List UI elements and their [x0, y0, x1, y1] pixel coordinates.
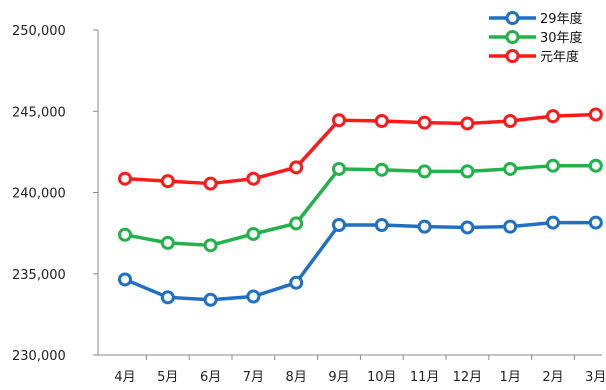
x-tick-label: 11月 — [410, 370, 440, 385]
data-point — [546, 215, 560, 230]
data-point — [417, 164, 432, 179]
data-point — [588, 158, 603, 173]
data-point — [417, 219, 432, 234]
data-point — [460, 220, 475, 235]
data-point — [289, 216, 304, 231]
legend-label: 30年度 — [540, 30, 583, 46]
data-point — [332, 218, 346, 232]
x-tick-label: 8月 — [286, 370, 307, 385]
data-point — [160, 290, 175, 305]
series-2 — [118, 158, 603, 253]
legend-swatch-marker — [505, 30, 520, 44]
x-axis-ticks: 4月 5月 6月 7月 8月 9月 10月 11月 12月 1月 2月 3月 — [114, 355, 606, 385]
data-point — [503, 114, 518, 128]
legend-label: 元年度 — [540, 49, 579, 65]
y-tick-label: 240,000 — [12, 187, 66, 202]
data-point — [289, 275, 304, 290]
data-point — [160, 235, 175, 250]
data-point — [246, 171, 261, 186]
y-tick-label: 230,000 — [12, 349, 66, 364]
data-point — [203, 176, 218, 191]
x-tick-label: 6月 — [200, 370, 221, 385]
data-point — [546, 158, 560, 173]
legend-swatch-marker — [505, 49, 520, 63]
data-point — [417, 115, 432, 130]
x-tick-label: 3月 — [585, 370, 606, 385]
y-axis-ticks: 230,000 235,000 240,000 245,000 250,000 — [12, 24, 98, 364]
x-tick-label: 2月 — [542, 370, 563, 385]
x-tick-label: 12月 — [453, 370, 483, 385]
data-point — [460, 164, 475, 179]
x-tick-label: 10月 — [367, 370, 397, 385]
data-point — [332, 161, 346, 176]
data-point — [588, 215, 603, 230]
x-tick-label: 4月 — [114, 370, 135, 385]
data-point — [246, 289, 261, 304]
data-point — [203, 292, 218, 307]
series-line — [124, 163, 596, 248]
data-point — [118, 227, 132, 242]
data-point — [332, 113, 346, 128]
data-point — [546, 109, 560, 124]
data-point — [503, 219, 518, 234]
data-point — [203, 238, 218, 253]
x-tick-label: 1月 — [500, 370, 521, 385]
data-point — [588, 107, 603, 122]
series-layer — [118, 107, 603, 307]
y-tick-label: 245,000 — [12, 105, 66, 120]
data-point — [374, 162, 389, 177]
series-line — [124, 220, 596, 302]
data-point — [160, 174, 175, 189]
x-tick-label: 5月 — [157, 370, 178, 385]
x-tick-label: 9月 — [328, 370, 349, 385]
legend-swatch-marker — [505, 11, 520, 25]
x-tick-label: 7月 — [243, 370, 264, 385]
data-point — [503, 161, 518, 176]
data-point — [118, 272, 132, 287]
data-point — [118, 171, 132, 186]
data-point — [374, 218, 389, 232]
data-point — [460, 116, 475, 131]
series-3 — [118, 107, 603, 191]
series-1 — [118, 215, 603, 307]
y-tick-label: 235,000 — [12, 268, 66, 283]
legend-label: 29年度 — [540, 11, 583, 27]
series-line — [124, 112, 596, 186]
data-point — [374, 114, 389, 128]
data-point — [289, 160, 304, 175]
y-tick-label: 250,000 — [12, 24, 66, 39]
data-point — [246, 226, 261, 241]
